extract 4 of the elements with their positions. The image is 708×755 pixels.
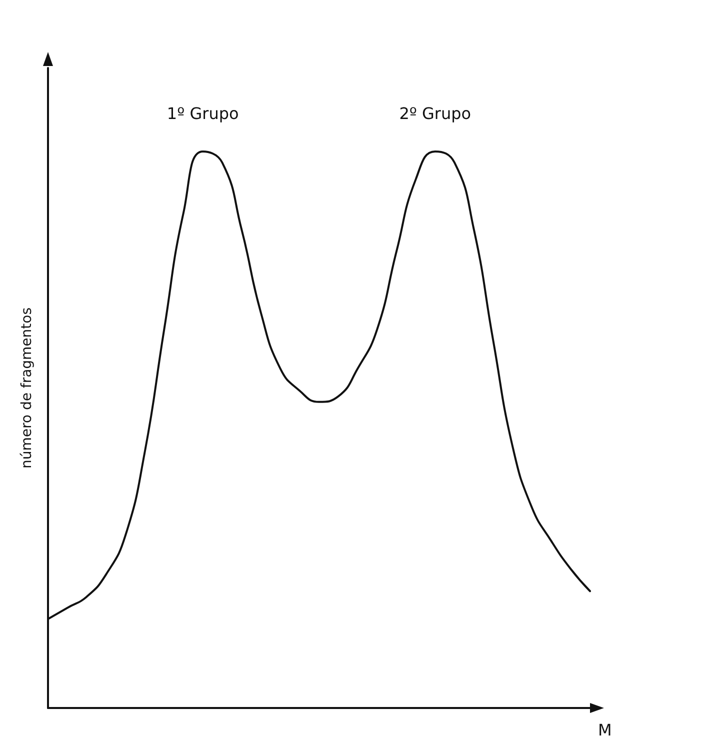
y-axis-title: número de fragmentos — [19, 307, 35, 469]
text: 1º Grupo — [166, 104, 239, 123]
x-axis-title: M — [598, 720, 612, 740]
text: 2º Grupo — [399, 104, 472, 123]
